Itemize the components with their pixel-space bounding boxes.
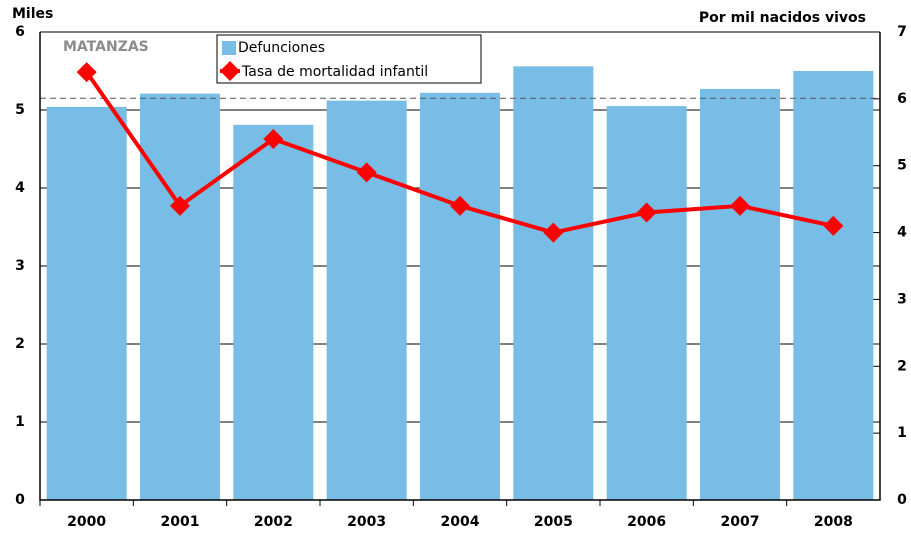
legend-label: Defunciones [238, 40, 325, 56]
marker [636, 202, 657, 223]
x-tick-label: 2007 [721, 514, 760, 530]
legend-marker [220, 61, 240, 81]
x-tick-label: 2000 [67, 514, 106, 530]
y-tick-label: 2 [15, 336, 25, 352]
x-tick-label: 2006 [627, 514, 666, 530]
y-tick-label: 0 [15, 492, 25, 508]
y-tick-label: 3 [15, 258, 25, 274]
bar [233, 124, 314, 500]
bar [793, 71, 874, 500]
x-tick-label: 2001 [161, 514, 200, 530]
bar [140, 93, 220, 501]
bar [700, 88, 780, 500]
legend-swatch [222, 41, 236, 55]
y2-tick-label: 7 [897, 24, 907, 40]
x-tick-label: 2003 [347, 514, 386, 530]
axes [39, 32, 881, 501]
y2-tick-label: 5 [897, 158, 907, 174]
y-tick-label: 1 [15, 414, 25, 430]
y-tick-label: 5 [15, 102, 25, 118]
y2-tick-label: 2 [897, 358, 907, 374]
x-tick-label: 2008 [814, 514, 853, 530]
y2-tick-label: 0 [897, 492, 907, 508]
marker [543, 222, 564, 243]
x-tick-label: 2005 [534, 514, 573, 530]
marker [450, 195, 470, 216]
marker [76, 62, 97, 83]
legend-label: Tasa de mortalidad infantil [241, 64, 428, 80]
y2-tick-label: 6 [897, 91, 907, 107]
y-tick-label: 6 [15, 24, 25, 40]
bar [606, 106, 687, 500]
marker [730, 195, 750, 216]
y-axis-label: Miles [12, 6, 53, 22]
bar [420, 92, 500, 500]
y-tick-label: 4 [15, 180, 25, 196]
y2-tick-label: 1 [897, 425, 907, 441]
annotation: MATANZAS [63, 39, 149, 55]
bar [46, 106, 127, 500]
legend [216, 34, 482, 84]
bar [513, 66, 594, 500]
marker [356, 162, 377, 183]
x-tick-label: 2002 [254, 514, 293, 530]
y2-tick-label: 4 [897, 225, 907, 241]
marker [170, 195, 190, 216]
x-tick-label: 2004 [441, 514, 480, 530]
marker [823, 215, 844, 236]
y2-axis-label: Por mil nacidos vivos [699, 10, 866, 26]
y2-tick-label: 3 [897, 291, 907, 307]
marker [263, 128, 284, 149]
